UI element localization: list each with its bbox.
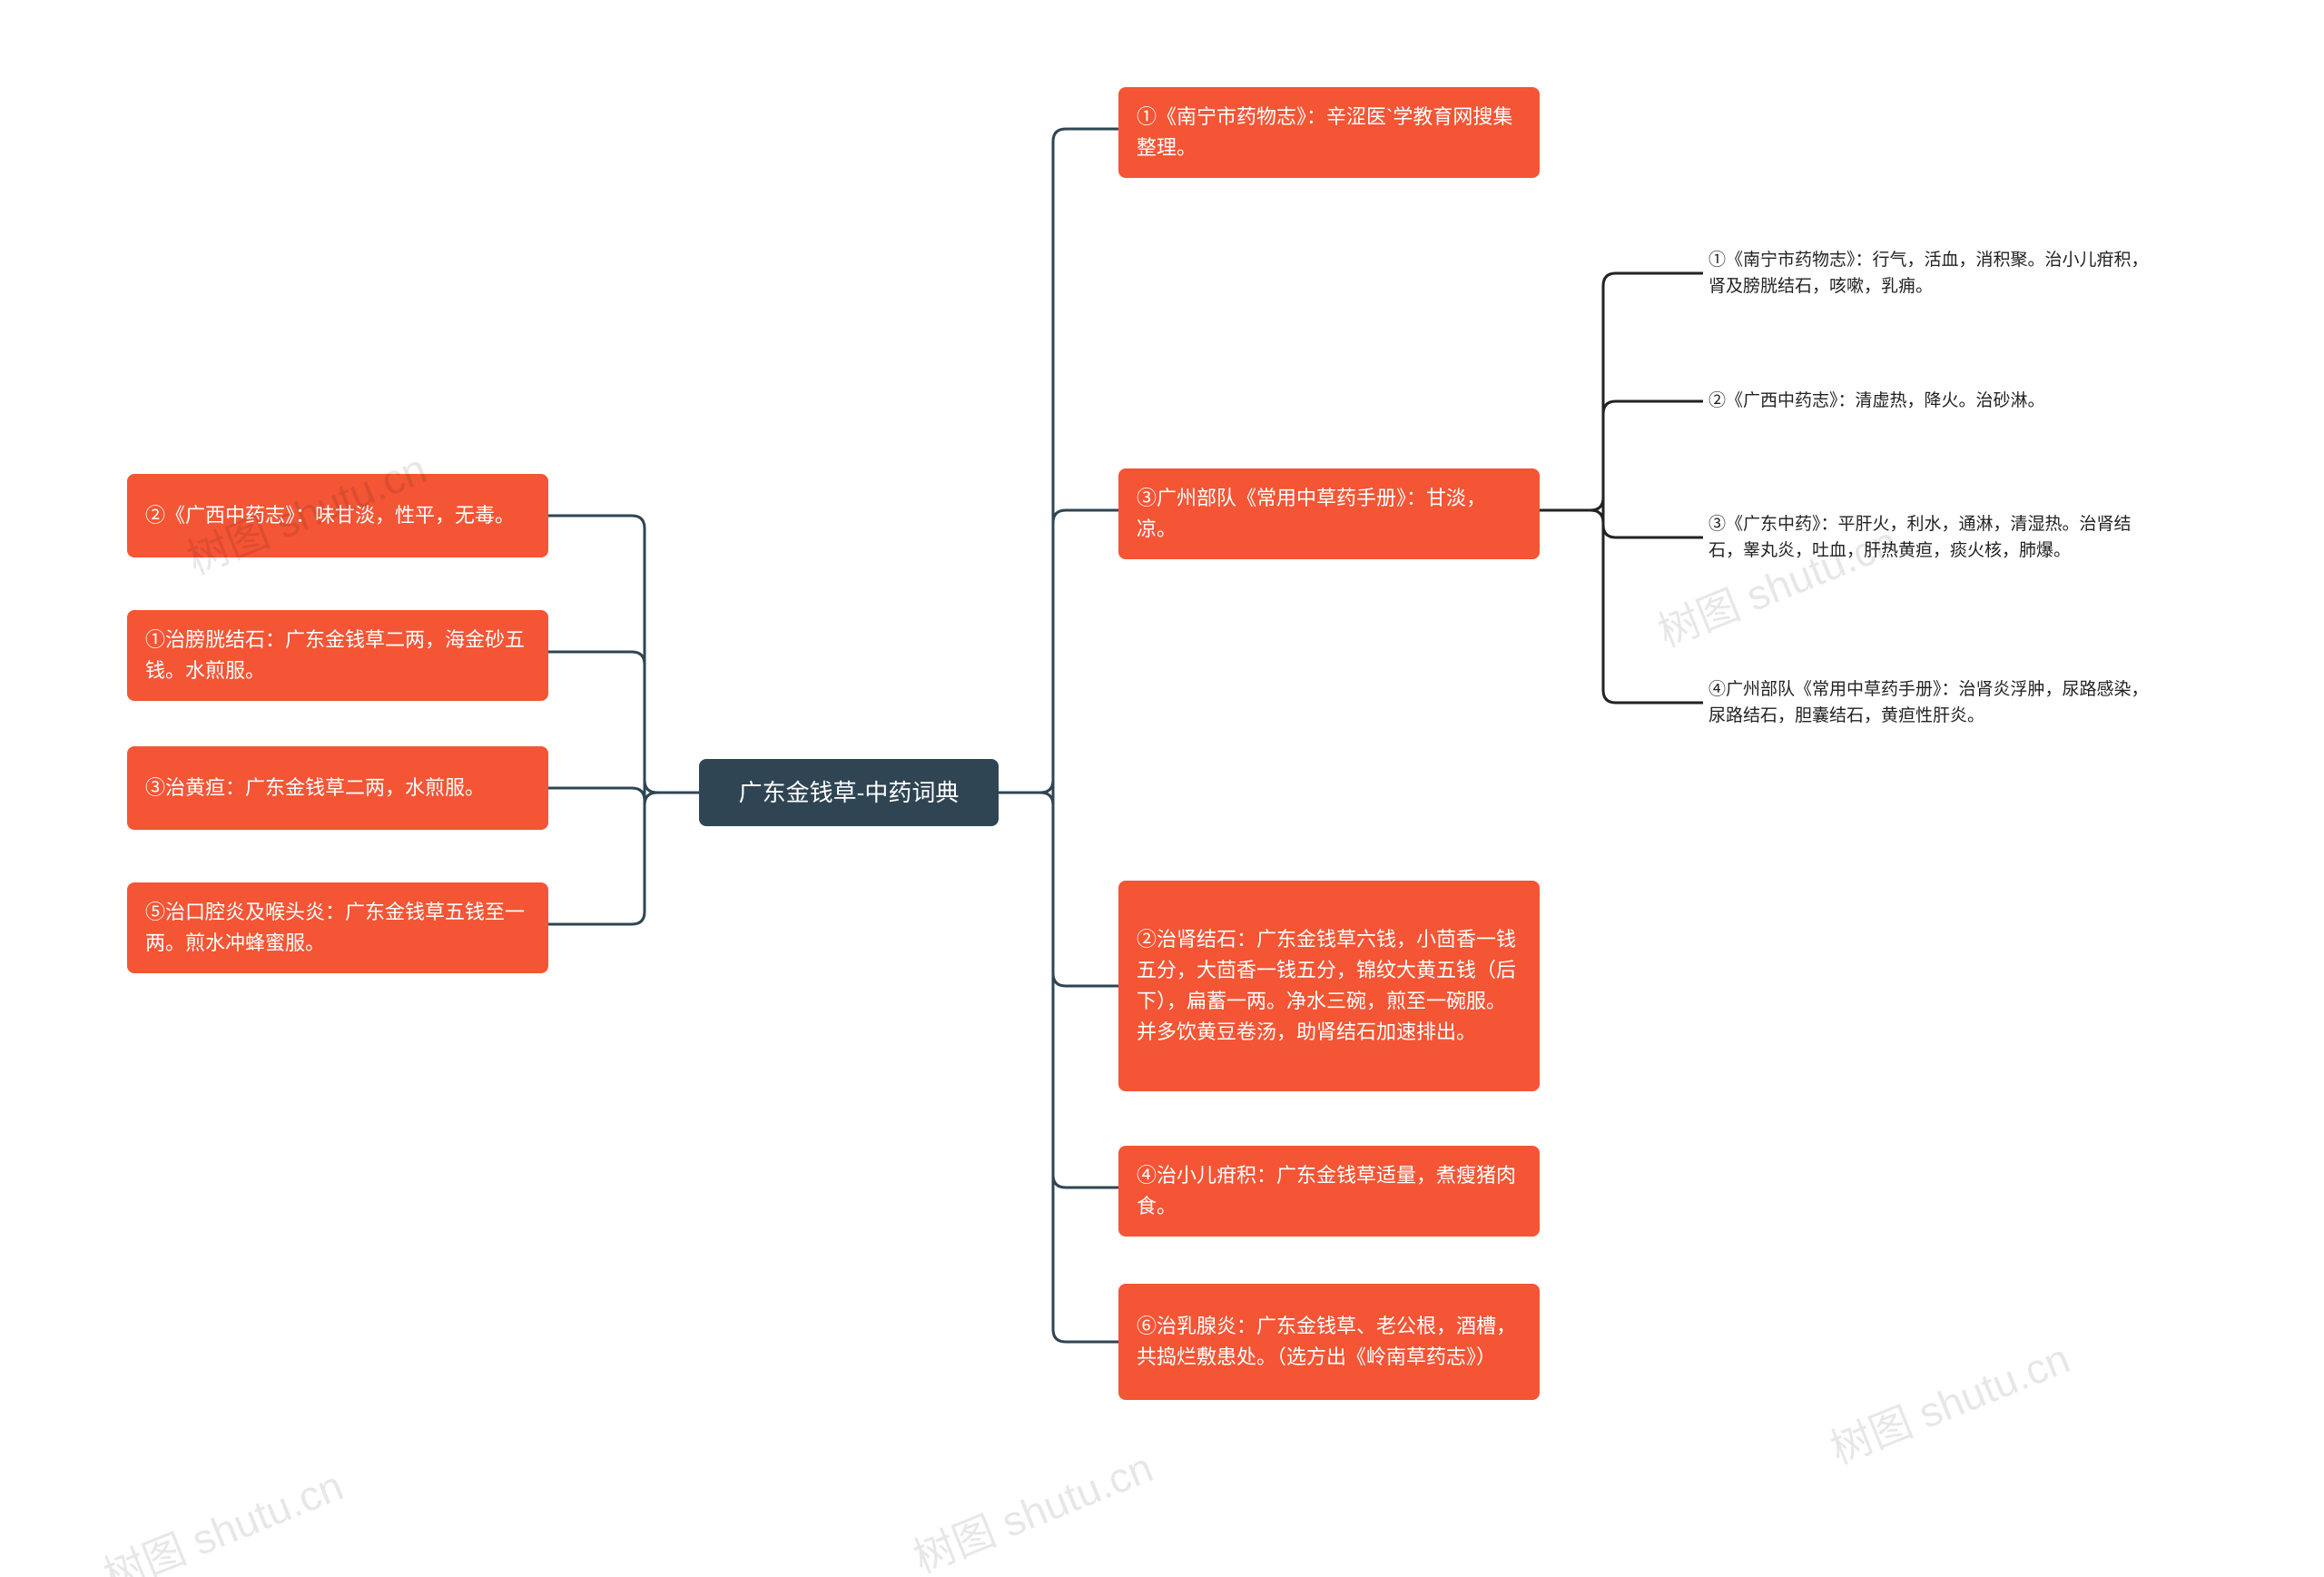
watermark: 树图 shutu.cn — [903, 1434, 1160, 1577]
right-branch-1-label: ③广州部队《常用中草药手册》：甘淡，凉。 — [1137, 483, 1521, 545]
right-branch-0[interactable]: ①《南宁市药物志》：辛涩医`学教育网搜集整理。 — [1118, 87, 1540, 178]
right-branch-2-label: ②治肾结石：广东金钱草六钱，小茴香一钱五分，大茴香一钱五分，锦纹大黄五钱（后下）… — [1137, 924, 1521, 1048]
left-branch-2[interactable]: ③治黄疸：广东金钱草二两，水煎服。 — [127, 746, 548, 830]
left-branch-2-label: ③治黄疸：广东金钱草二两，水煎服。 — [145, 773, 485, 803]
right-branch-3[interactable]: ④治小儿疳积：广东金钱草适量，煮瘦猪肉食。 — [1118, 1146, 1540, 1237]
leaf-0[interactable]: ①《南宁市药物志》：行气，活血，消积聚。治小儿疳积，肾及膀胱结石，咳嗽，乳痈。 — [1703, 241, 2166, 305]
right-branch-0-label: ①《南宁市药物志》：辛涩医`学教育网搜集整理。 — [1137, 102, 1521, 163]
right-branch-2[interactable]: ②治肾结石：广东金钱草六钱，小茴香一钱五分，大茴香一钱五分，锦纹大黄五钱（后下）… — [1118, 881, 1540, 1091]
leaf-2-label: ③《广东中药》：平肝火，利水，通淋，清湿热。治肾结石，睾丸炎，吐血，肝热黄疸，痰… — [1709, 511, 2161, 565]
left-branch-1[interactable]: ①治膀胱结石：广东金钱草二两，海金砂五钱。水煎服。 — [127, 610, 548, 701]
leaf-1[interactable]: ②《广西中药志》：清虚热，降火。治砂淋。 — [1703, 383, 2166, 419]
leaf-2[interactable]: ③《广东中药》：平肝火，利水，通淋，清湿热。治肾结石，睾丸炎，吐血，肝热黄疸，痰… — [1703, 492, 2166, 583]
leaf-3-label: ④广州部队《常用中草药手册》：治肾炎浮肿，尿路感染，尿路结石，胆囊结石，黄疸性肝… — [1709, 676, 2161, 730]
leaf-3[interactable]: ④广州部队《常用中草药手册》：治肾炎浮肿，尿路感染，尿路结石，胆囊结石，黄疸性肝… — [1703, 657, 2166, 748]
watermark: 树图 shutu.cn — [1820, 1326, 2077, 1476]
right-branch-4-label: ⑥治乳腺炎：广东金钱草、老公根，酒槽，共捣烂敷患处。（选方出《岭南草药志》） — [1137, 1311, 1521, 1373]
left-branch-0[interactable]: ②《广西中药志》：味甘淡，性平，无毒。 — [127, 474, 548, 557]
mindmap-root[interactable]: 广东金钱草-中药词典 — [699, 759, 999, 826]
right-branch-1[interactable]: ③广州部队《常用中草药手册》：甘淡，凉。 — [1118, 468, 1540, 559]
left-branch-3[interactable]: ⑤治口腔炎及喉头炎：广东金钱草五钱至一两。煎水冲蜂蜜服。 — [127, 882, 548, 973]
right-branch-4[interactable]: ⑥治乳腺炎：广东金钱草、老公根，酒槽，共捣烂敷患处。（选方出《岭南草药志》） — [1118, 1284, 1540, 1400]
left-branch-0-label: ②《广西中药志》：味甘淡，性平，无毒。 — [145, 500, 515, 531]
leaf-0-label: ①《南宁市药物志》：行气，活血，消积聚。治小儿疳积，肾及膀胱结石，咳嗽，乳痈。 — [1709, 247, 2161, 301]
left-branch-1-label: ①治膀胱结石：广东金钱草二两，海金砂五钱。水煎服。 — [145, 625, 530, 686]
root-label: 广东金钱草-中药词典 — [739, 774, 960, 811]
right-branch-3-label: ④治小儿疳积：广东金钱草适量，煮瘦猪肉食。 — [1137, 1160, 1521, 1222]
leaf-1-label: ②《广西中药志》：清虚热，降火。治砂淋。 — [1709, 388, 2045, 414]
left-branch-3-label: ⑤治口腔炎及喉头炎：广东金钱草五钱至一两。煎水冲蜂蜜服。 — [145, 897, 530, 959]
watermark: 树图 shutu.cn — [94, 1453, 350, 1577]
